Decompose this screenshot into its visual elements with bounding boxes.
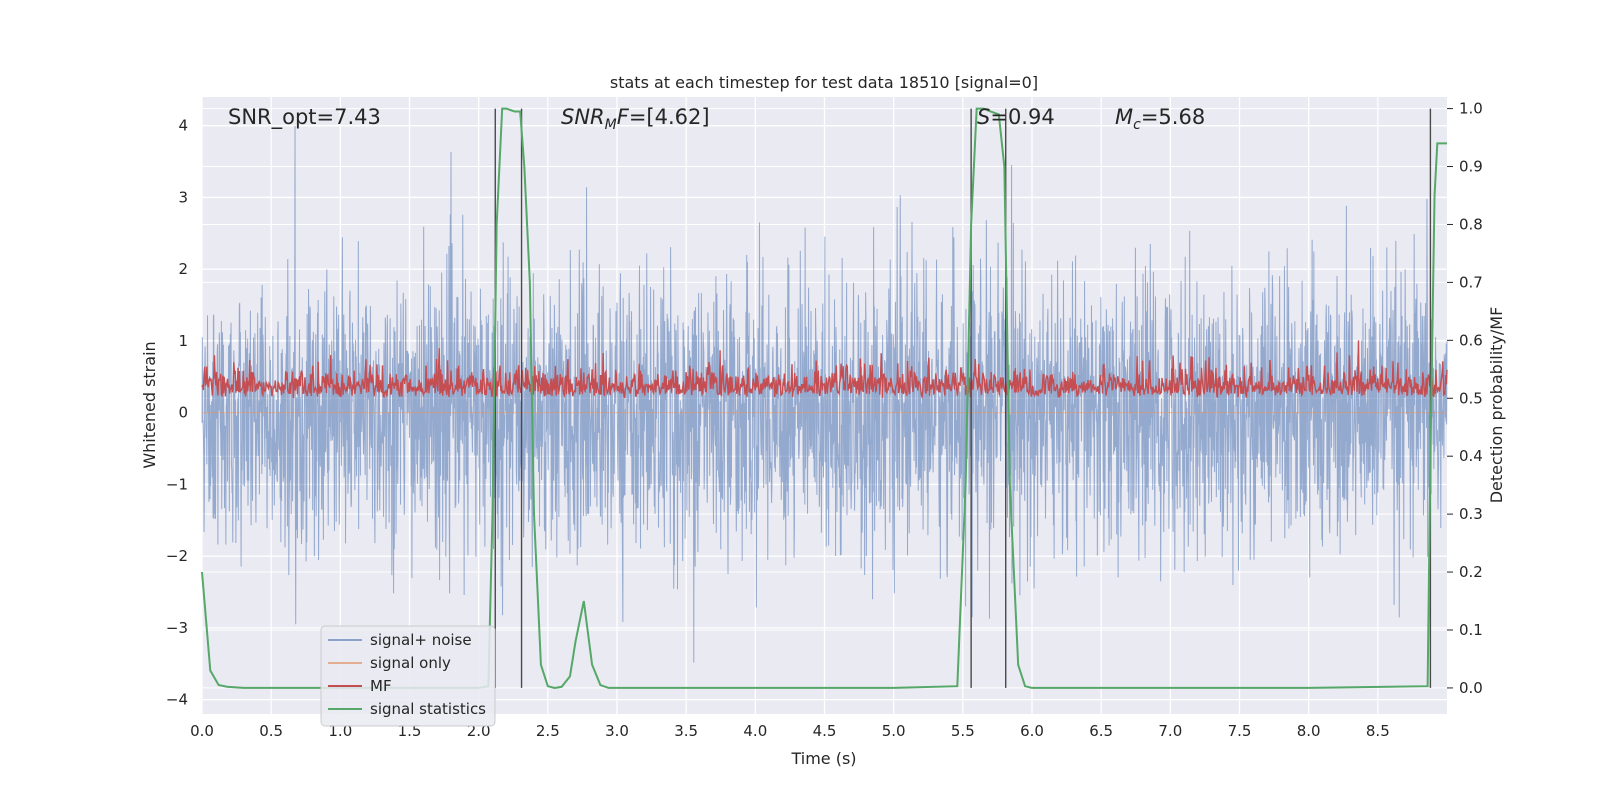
- y-left-tick-label: −3: [166, 619, 188, 637]
- legend-entry-mf: MF: [370, 677, 392, 695]
- x-tick-label: 5.0: [882, 722, 906, 740]
- y-left-tick-label: 1: [178, 332, 188, 350]
- y-left-tick-label: −2: [166, 547, 188, 565]
- x-tick-label: 8.5: [1366, 722, 1390, 740]
- annotation-snr-mf: SNRMF=[4.62]: [561, 105, 710, 133]
- x-axis-label: Time (s): [790, 749, 856, 768]
- series-signal-noise: [201, 125, 1448, 663]
- series-layer: [201, 107, 1448, 689]
- legend-entry-signal-only: signal only: [370, 654, 451, 672]
- y-right-tick-label: 0.9: [1459, 158, 1483, 176]
- x-tick-label: 0.5: [259, 722, 283, 740]
- y-right-tick-label: 0.0: [1459, 679, 1483, 697]
- y-right-tick-label: 0.3: [1459, 505, 1483, 523]
- y-axis-right-label: Detection probability/MF: [1487, 307, 1506, 504]
- annotation-snr-opt: SNR_opt=7.43: [228, 105, 381, 130]
- annotation-s: S=0.94: [977, 105, 1055, 129]
- x-tick-label: 2.5: [536, 722, 560, 740]
- y-right-tick-label: 0.5: [1459, 389, 1483, 407]
- x-tick-label: 7.5: [1228, 722, 1252, 740]
- series-signal-statistics: [201, 107, 1447, 689]
- x-tick-label: 3.5: [674, 722, 698, 740]
- x-tick-label: 4.5: [813, 722, 837, 740]
- y-right-tick-label: 0.2: [1459, 563, 1483, 581]
- y-right-tick-label: 0.1: [1459, 621, 1483, 639]
- y-left-tick-label: 2: [178, 260, 188, 278]
- y-right-tick-label: 0.7: [1459, 273, 1483, 291]
- annotation-s-value: =0.94: [990, 105, 1054, 129]
- chart-title: stats at each timestep for test data 185…: [610, 73, 1038, 92]
- x-tick-label: 7.0: [1158, 722, 1182, 740]
- x-tick-label: 4.0: [743, 722, 767, 740]
- y-left-tick-label: 3: [178, 188, 188, 206]
- x-tick-label: 8.0: [1297, 722, 1321, 740]
- x-tick-label: 0.0: [190, 722, 214, 740]
- y-left-tick-label: −1: [166, 475, 188, 493]
- annotation-snr-mf-value: =[4.62]: [629, 105, 710, 129]
- x-tick-label: 6.5: [1089, 722, 1113, 740]
- annotation-mc-value: =5.68: [1141, 105, 1205, 129]
- legend-box: [320, 625, 496, 727]
- x-tick-label: 3.0: [605, 722, 629, 740]
- y-right-tick-label: 1.0: [1459, 100, 1483, 118]
- x-tick-label: 5.5: [951, 722, 975, 740]
- y-left-tick-label: 4: [178, 117, 188, 135]
- y-axis-left-label: Whitened strain: [140, 341, 159, 468]
- series-mf: [201, 340, 1448, 400]
- y-left-tick-label: 0: [178, 404, 188, 422]
- y-right-tick-label: 0.4: [1459, 447, 1483, 465]
- annotation-mc: Mc=5.68: [1115, 105, 1205, 133]
- y-right-tick-label: 0.6: [1459, 331, 1483, 349]
- legend: signal+ noise signal only MF signal stat…: [320, 625, 496, 727]
- x-tick-label: 6.0: [1020, 722, 1044, 740]
- y-right-tick-label: 0.8: [1459, 215, 1483, 233]
- y-left-tick-label: −4: [166, 691, 188, 709]
- legend-entry-signal-statistics: signal statistics: [370, 700, 486, 718]
- legend-entry-signal-noise: signal+ noise: [370, 631, 472, 649]
